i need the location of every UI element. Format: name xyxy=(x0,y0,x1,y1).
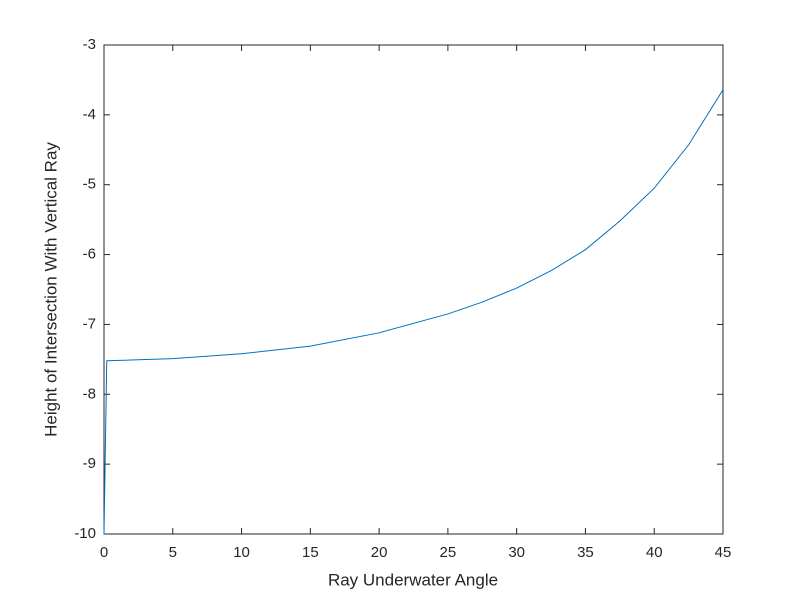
x-tick-label: 0 xyxy=(100,544,108,561)
x-tick-label: 20 xyxy=(371,544,388,561)
y-axis-title: Height of Intersection With Vertical Ray xyxy=(41,142,60,437)
x-axis-title: Ray Underwater Angle xyxy=(328,570,498,589)
x-tick-label: 35 xyxy=(577,544,594,561)
y-tick-label: -7 xyxy=(83,315,96,332)
y-tick-label: -8 xyxy=(83,385,96,402)
data-line xyxy=(103,89,724,535)
y-tick-label: -6 xyxy=(83,246,96,263)
x-tick-label: 40 xyxy=(646,544,663,561)
x-tick-label: 45 xyxy=(715,544,732,561)
y-tick-label: -3 xyxy=(83,36,96,53)
x-tick-label: 5 xyxy=(169,544,177,561)
y-tick-label: -5 xyxy=(83,176,96,193)
x-tick-label: 25 xyxy=(440,544,457,561)
y-tick-label: -4 xyxy=(83,106,96,123)
y-tick-label: -9 xyxy=(83,455,96,472)
x-tick-label: 10 xyxy=(233,544,250,561)
x-tick-label: 15 xyxy=(302,544,319,561)
plot-frame xyxy=(103,44,724,535)
x-tick-label: 30 xyxy=(508,544,525,561)
y-tick-label: -10 xyxy=(74,525,96,542)
